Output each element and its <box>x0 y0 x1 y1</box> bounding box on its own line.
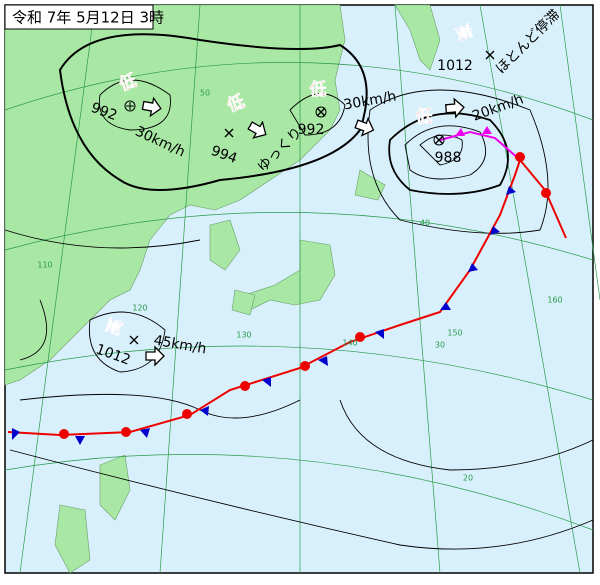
center-mark <box>224 128 234 138</box>
system-symbol: 高 <box>102 315 128 338</box>
grid-label: 40 <box>420 219 430 228</box>
front-symbols-cold <box>12 186 516 445</box>
motion-arrow <box>145 345 165 367</box>
motion-arrow <box>247 120 267 139</box>
center-mark <box>485 50 495 60</box>
land <box>4 4 441 574</box>
grid-label: 140 <box>342 339 357 348</box>
title: 令和 7年 5月12日 3時 <box>12 9 164 27</box>
system-symbol: 低 <box>415 106 433 127</box>
grid-labels: 50 40 30 20 110 120 130 140 150 160 <box>37 89 562 483</box>
grid-label: 20 <box>463 474 473 483</box>
motion-arrow <box>444 97 465 119</box>
grid-label: 130 <box>236 331 251 340</box>
title-box <box>4 4 154 30</box>
grid-label: 160 <box>547 296 562 305</box>
center-mark <box>126 102 134 110</box>
motion-arrow <box>141 96 162 118</box>
front-symbols-occluded <box>455 126 492 136</box>
system-symbol: 低 <box>309 79 327 100</box>
grid-label: 30 <box>435 341 445 350</box>
graticule <box>4 4 600 574</box>
pressure-value: 988 <box>435 150 462 166</box>
pressure-value: 992 <box>298 122 325 138</box>
center-mark <box>316 107 326 117</box>
system-symbol: 高 <box>451 21 477 44</box>
front-symbols-warm <box>59 152 551 439</box>
grid-label: 120 <box>132 304 147 313</box>
center-mark <box>124 100 136 112</box>
center-mark <box>433 134 445 146</box>
motion-arrow <box>354 116 375 137</box>
center-mark <box>129 335 139 345</box>
center-mark <box>315 106 327 118</box>
grid-label: 50 <box>200 89 210 98</box>
pressure-value: 1012 <box>437 58 473 74</box>
grid-label: 150 <box>447 329 462 338</box>
center-mark <box>434 135 444 145</box>
grid-label: 110 <box>37 261 52 270</box>
